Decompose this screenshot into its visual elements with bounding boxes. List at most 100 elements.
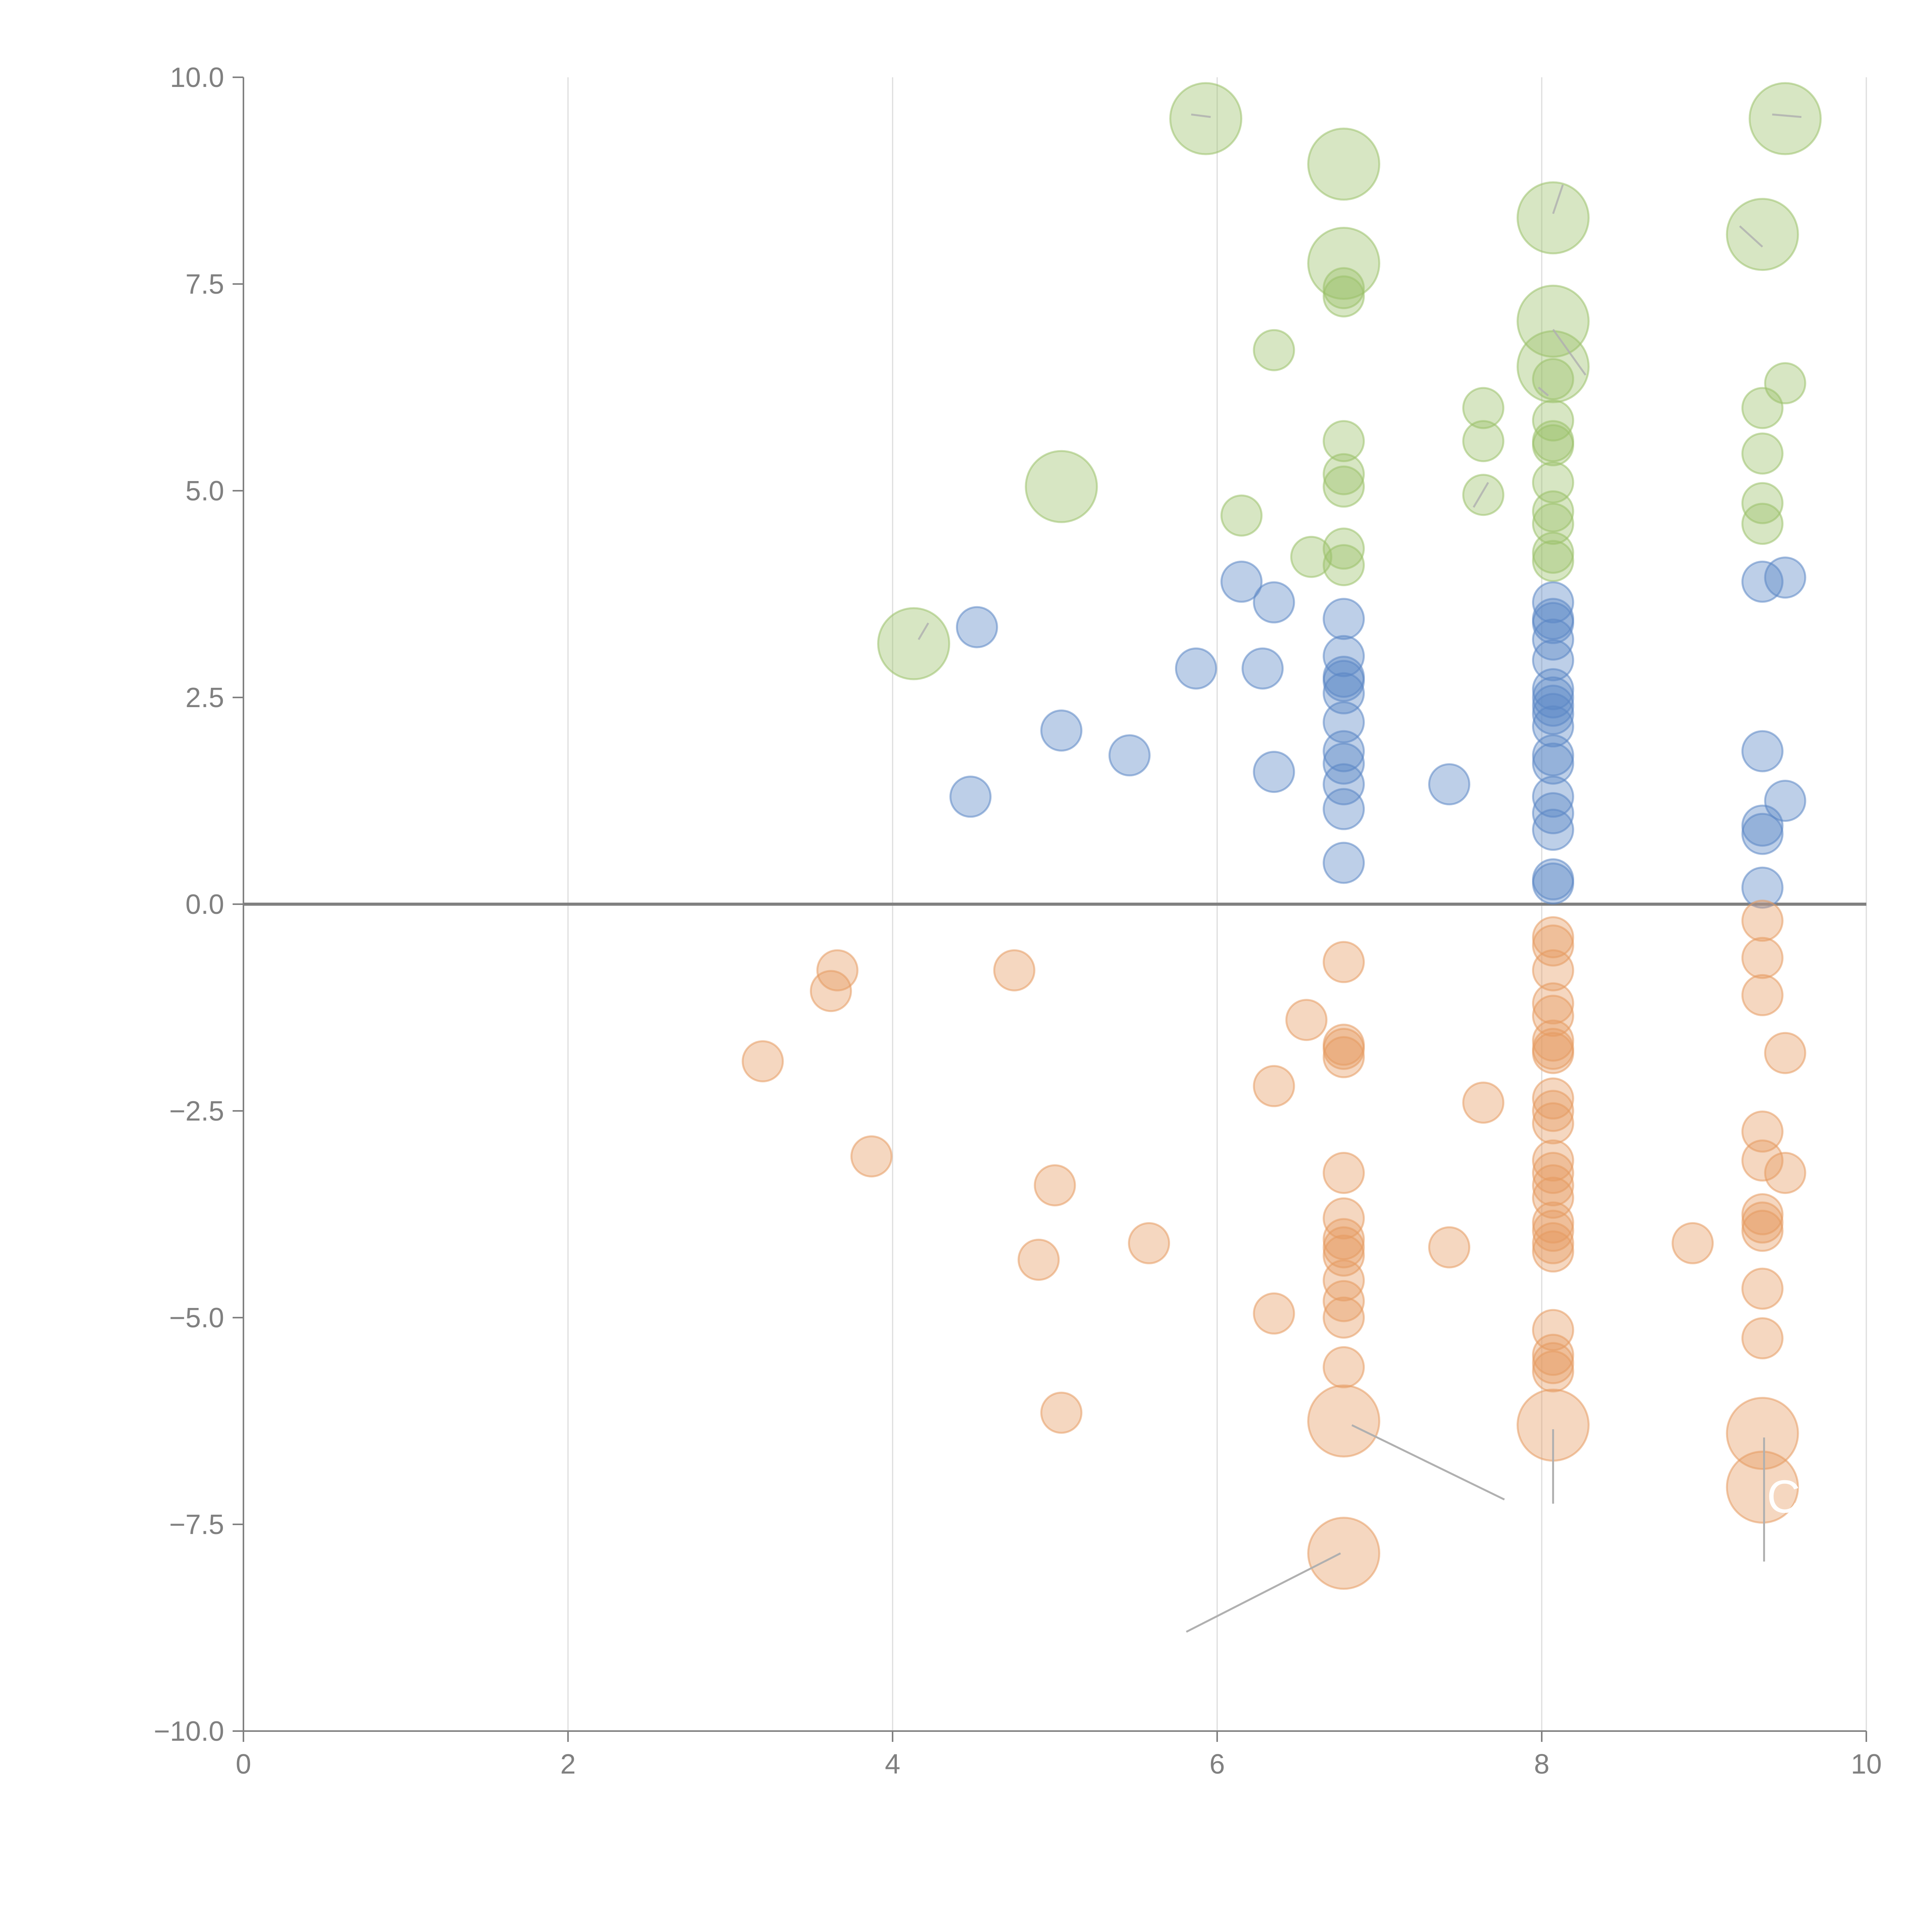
orange-data-point <box>1532 1077 1574 1120</box>
orange-data-point <box>742 1040 784 1083</box>
orange-data-point <box>1532 982 1574 1025</box>
orange-data-point <box>1253 1065 1295 1107</box>
green-data-point <box>877 607 951 680</box>
x-tick-label: 2 <box>560 1749 576 1780</box>
blue-data-point <box>1253 751 1295 793</box>
blue-data-point <box>949 776 992 818</box>
annotations: C <box>1767 1471 1800 1522</box>
y-tick-label: 10.0 <box>170 62 224 93</box>
green-data-point <box>1253 329 1295 371</box>
green-data-point <box>1462 474 1505 516</box>
tick-labels: 0 2 4 6 8 10 10.0 7.5 5.0 2.5 0.0 −2.5 −5.0 −7.5 −10.0 <box>154 62 1882 1780</box>
orange-data-point <box>850 1135 893 1178</box>
blue-data-point <box>1323 763 1365 806</box>
green-data-point <box>1741 387 1784 429</box>
orange-data-point <box>1532 1164 1574 1207</box>
leader-line <box>1772 113 1802 118</box>
green-data-point <box>1307 128 1381 201</box>
blue-data-point <box>956 606 998 648</box>
orange-data-point <box>1323 941 1365 983</box>
green-data-point <box>1741 503 1784 545</box>
green-data-point <box>1025 450 1098 523</box>
orange-data-point <box>1532 1139 1574 1182</box>
orange-data-point <box>816 949 859 992</box>
orange-data-point <box>1532 949 1574 992</box>
orange-data-point <box>1741 937 1784 979</box>
blue-data-point <box>1532 639 1574 682</box>
leader-line <box>1552 329 1587 376</box>
orange-data-point <box>1532 924 1574 967</box>
y-tick-label: −2.5 <box>169 1096 224 1127</box>
blue-data-point <box>1220 560 1263 603</box>
green-data-point <box>1741 432 1784 475</box>
green-data-point <box>1323 275 1365 318</box>
green-data-point <box>1323 465 1365 508</box>
orange-data-point <box>1532 1102 1574 1145</box>
orange-data-point <box>1323 1152 1365 1194</box>
orange-data-point <box>1128 1222 1170 1264</box>
orange-data-point <box>1741 900 1784 942</box>
blue-data-point <box>1323 788 1365 830</box>
orange-data-point <box>1672 1222 1714 1264</box>
blue-data-point <box>1532 862 1574 905</box>
orange-data-point <box>1307 1517 1381 1590</box>
green-data-point <box>1462 387 1505 429</box>
orange-data-point <box>1741 1267 1784 1310</box>
green-data-point <box>1532 461 1574 504</box>
blue-data-point <box>1764 556 1806 599</box>
blue-data-point <box>1428 763 1471 806</box>
blue-data-point <box>1532 808 1574 851</box>
leader-line <box>1186 1552 1341 1633</box>
leader-lines <box>918 113 1802 1633</box>
data-points <box>742 82 1822 1590</box>
blue-data-point <box>1253 581 1295 624</box>
blue-data-point <box>1532 742 1574 785</box>
orange-data-point <box>1253 1292 1295 1335</box>
orange-data-point <box>1532 995 1574 1037</box>
orange-data-point <box>1741 1209 1784 1252</box>
green-data-point <box>1726 198 1799 271</box>
blue-data-point <box>1532 602 1574 644</box>
orange-data-point <box>1532 1152 1574 1194</box>
leader-line <box>1473 482 1489 508</box>
green-data-point <box>1323 527 1365 570</box>
y-tick-label: 2.5 <box>185 682 224 713</box>
green-data-point <box>1323 453 1365 495</box>
y-tick-label: −7.5 <box>169 1509 224 1540</box>
axes <box>233 77 1867 1742</box>
orange-data-point <box>1764 1152 1806 1194</box>
green-data-point <box>1748 82 1822 155</box>
orange-data-point <box>1726 1451 1799 1524</box>
green-data-point <box>1323 420 1365 463</box>
leader-line <box>1739 225 1763 248</box>
x-tick-label: 0 <box>236 1749 251 1780</box>
orange-data-point <box>1323 1346 1365 1388</box>
y-tick-label: 5.0 <box>185 476 224 507</box>
orange-data-point <box>1532 1350 1574 1393</box>
green-data-point <box>1532 540 1574 582</box>
orange-data-point <box>993 949 1036 992</box>
orange-data-point <box>1040 1391 1083 1434</box>
blue-data-point <box>1741 730 1784 772</box>
orange-data-point <box>1532 1032 1574 1074</box>
orange-data-point <box>1323 1036 1365 1078</box>
y-tick-label: −5.0 <box>169 1303 224 1333</box>
blue-data-point <box>1323 598 1365 640</box>
blue-data-point <box>1323 672 1365 714</box>
green-data-point <box>1462 420 1505 463</box>
orange-data-point <box>1034 1164 1076 1207</box>
blue-data-point <box>1741 866 1784 909</box>
orange-data-point <box>1532 1309 1574 1351</box>
blue-data-point <box>1040 709 1083 752</box>
blue-data-point <box>1532 693 1574 735</box>
orange-data-point <box>1323 1235 1365 1277</box>
blue-data-point <box>1323 842 1365 884</box>
orange-data-point <box>1726 1397 1799 1470</box>
orange-data-point <box>1285 999 1328 1041</box>
blue-data-point <box>1532 776 1574 818</box>
leader-line <box>1351 1424 1505 1501</box>
leader-line <box>1552 184 1564 214</box>
green-data-point <box>1516 181 1590 255</box>
orange-data-point <box>1462 1082 1505 1124</box>
orange-data-point <box>1741 1317 1784 1359</box>
